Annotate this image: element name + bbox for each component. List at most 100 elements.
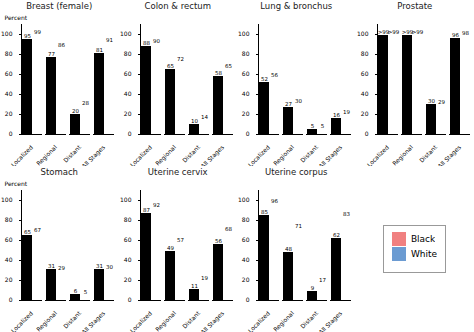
- svg-text:80: 80: [123, 50, 131, 57]
- svg-text:40: 40: [242, 256, 250, 263]
- svg-text:28: 28: [82, 100, 89, 106]
- svg-text:All Stages: All Stages: [436, 143, 463, 166]
- svg-text:40: 40: [5, 256, 13, 263]
- svg-text:65: 65: [24, 229, 31, 235]
- svg-text:88: 88: [143, 40, 150, 46]
- svg-text:60: 60: [360, 70, 368, 77]
- svg-text:29: 29: [438, 99, 445, 105]
- svg-text:11: 11: [191, 283, 198, 289]
- svg-text:Localized: Localized: [246, 309, 271, 332]
- svg-text:0: 0: [364, 130, 368, 137]
- svg-text:All Stages: All Stages: [199, 309, 226, 332]
- svg-text:80: 80: [360, 50, 368, 57]
- svg-text:Distant: Distant: [62, 143, 83, 164]
- svg-text:52: 52: [261, 76, 268, 82]
- svg-text:60: 60: [242, 236, 250, 243]
- svg-text:20: 20: [360, 110, 368, 117]
- svg-text:57: 57: [177, 237, 184, 243]
- svg-text:All Stages: All Stages: [317, 309, 344, 332]
- svg-text:0: 0: [127, 296, 131, 303]
- svg-text:100: 100: [357, 30, 369, 37]
- svg-text:71: 71: [295, 223, 302, 229]
- svg-text:19: 19: [201, 275, 208, 281]
- svg-text:All Stages: All Stages: [317, 143, 344, 166]
- svg-text:96: 96: [271, 198, 278, 204]
- svg-text:>99: >99: [411, 29, 423, 35]
- svg-text:29: 29: [58, 265, 65, 271]
- svg-text:Localized: Localized: [246, 143, 271, 166]
- svg-text:80: 80: [242, 50, 250, 57]
- svg-text:72: 72: [177, 56, 184, 62]
- svg-text:All Stages: All Stages: [80, 309, 107, 332]
- svg-text:80: 80: [5, 50, 13, 57]
- svg-text:60: 60: [123, 236, 131, 243]
- svg-text:5: 5: [84, 289, 88, 295]
- svg-text:68: 68: [225, 226, 232, 232]
- svg-text:65: 65: [167, 63, 174, 69]
- svg-text:60: 60: [5, 70, 13, 77]
- svg-text:40: 40: [123, 256, 131, 263]
- svg-text:Percent: Percent: [5, 14, 28, 21]
- svg-text:Distant: Distant: [299, 143, 320, 164]
- svg-text:17: 17: [319, 277, 326, 283]
- svg-text:6: 6: [74, 288, 78, 294]
- svg-text:Regional: Regional: [153, 309, 177, 332]
- svg-text:81: 81: [96, 47, 103, 53]
- svg-text:85: 85: [261, 209, 268, 215]
- svg-text:30: 30: [428, 98, 435, 104]
- svg-text:0: 0: [127, 130, 131, 137]
- svg-text:>99: >99: [387, 29, 399, 35]
- svg-text:80: 80: [123, 216, 131, 223]
- svg-text:40: 40: [360, 90, 368, 97]
- svg-text:60: 60: [123, 70, 131, 77]
- svg-text:83: 83: [343, 211, 350, 217]
- svg-text:0: 0: [246, 130, 250, 137]
- svg-text:All Stages: All Stages: [199, 143, 226, 166]
- svg-text:20: 20: [123, 110, 131, 117]
- svg-text:90: 90: [153, 38, 160, 44]
- svg-text:100: 100: [238, 30, 250, 37]
- svg-text:10: 10: [191, 118, 198, 124]
- svg-text:Regional: Regional: [153, 143, 177, 166]
- svg-text:100: 100: [120, 196, 132, 203]
- svg-text:Distant: Distant: [299, 309, 320, 330]
- svg-text:Regional: Regional: [272, 309, 296, 332]
- svg-text:19: 19: [343, 109, 350, 115]
- svg-text:100: 100: [120, 30, 132, 37]
- svg-text:Localized: Localized: [9, 309, 34, 332]
- svg-text:0: 0: [9, 296, 13, 303]
- svg-text:Localized: Localized: [128, 309, 153, 332]
- svg-text:Distant: Distant: [180, 143, 201, 164]
- svg-text:80: 80: [242, 216, 250, 223]
- svg-text:77: 77: [48, 51, 55, 57]
- svg-text:49: 49: [167, 245, 174, 251]
- svg-text:30: 30: [295, 98, 302, 104]
- svg-text:Regional: Regional: [272, 143, 296, 166]
- svg-text:20: 20: [242, 110, 250, 117]
- svg-text:20: 20: [5, 110, 13, 117]
- svg-text:40: 40: [123, 90, 131, 97]
- svg-text:27: 27: [285, 101, 292, 107]
- svg-text:87: 87: [143, 207, 150, 213]
- svg-text:0: 0: [246, 296, 250, 303]
- svg-text:58: 58: [215, 70, 222, 76]
- svg-text:92: 92: [153, 202, 160, 208]
- svg-text:31: 31: [48, 263, 55, 269]
- svg-text:5: 5: [321, 123, 325, 129]
- svg-text:All Stages: All Stages: [80, 143, 107, 166]
- svg-text:67: 67: [34, 227, 41, 233]
- svg-text:91: 91: [106, 37, 113, 43]
- svg-text:48: 48: [285, 246, 292, 252]
- svg-text:31: 31: [96, 263, 103, 269]
- svg-text:Regional: Regional: [390, 143, 414, 166]
- svg-text:Distant: Distant: [417, 143, 438, 164]
- svg-text:62: 62: [333, 232, 340, 238]
- svg-text:Distant: Distant: [180, 309, 201, 330]
- svg-text:16: 16: [333, 112, 340, 118]
- svg-text:5: 5: [311, 123, 315, 129]
- svg-text:20: 20: [72, 108, 79, 114]
- svg-text:0: 0: [9, 130, 13, 137]
- svg-text:Localized: Localized: [365, 143, 390, 166]
- svg-text:60: 60: [5, 236, 13, 243]
- svg-text:30: 30: [106, 264, 113, 270]
